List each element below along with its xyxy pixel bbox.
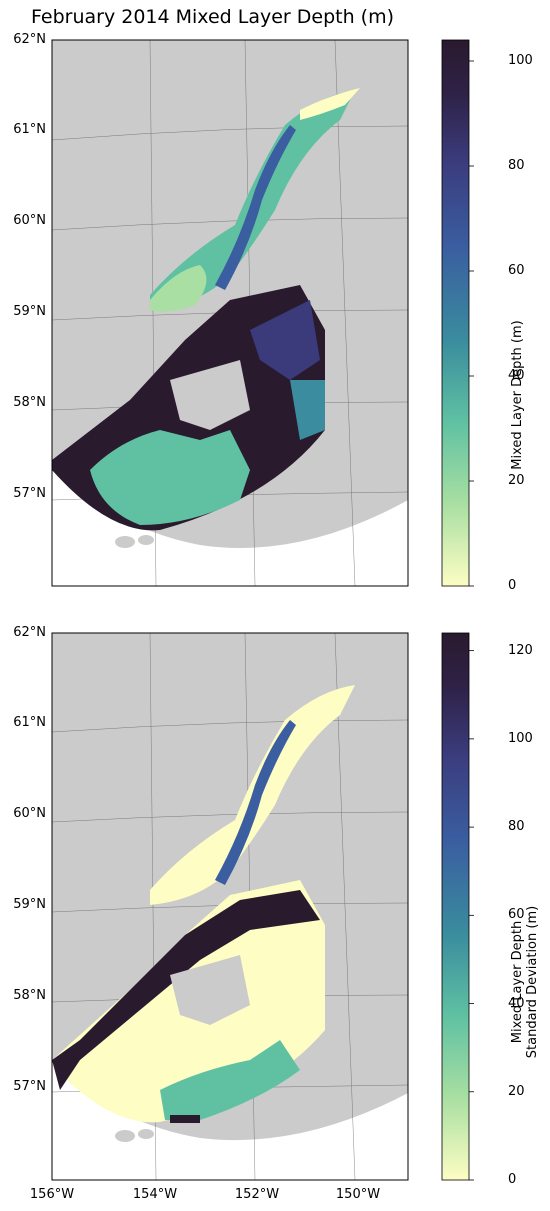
- std-field-inner: [170, 955, 250, 1025]
- lat-label: 61°N: [13, 715, 46, 730]
- inlet-channel: [215, 125, 296, 290]
- colorbar-tick-label: 80: [508, 158, 525, 173]
- lat-label: 62°N: [13, 32, 46, 47]
- island: [115, 1130, 135, 1142]
- colorbar-tick-label: 0: [508, 578, 517, 593]
- std-field-mid: [160, 1040, 300, 1120]
- colorbar-top: [441, 39, 470, 587]
- colorbar-tick-label: 100: [508, 53, 533, 68]
- inlet-channel: [215, 720, 296, 885]
- std-hotspot: [170, 1115, 200, 1123]
- map-frame: [51, 39, 409, 587]
- colorbar-tick-label: 20: [508, 473, 525, 488]
- lat-label: 57°N: [13, 486, 46, 501]
- lon-label: 154°W: [132, 1187, 178, 1202]
- lat-label: 60°N: [13, 213, 46, 228]
- colorbar-tick-label: 120: [508, 642, 533, 658]
- colorbar-tick-label: 40: [508, 995, 525, 1011]
- island: [115, 536, 135, 548]
- lat-label: 62°N: [13, 625, 46, 640]
- lat-label: 59°N: [13, 897, 46, 912]
- inlet-tip: [300, 88, 360, 120]
- ocean: [52, 470, 408, 586]
- mld-field-inner: [170, 360, 250, 430]
- lon-label: 150°W: [335, 1187, 381, 1202]
- colorbar-tick-label: 60: [508, 907, 525, 923]
- inlet-shelf: [150, 265, 207, 312]
- colorbar-tick-label: 40: [508, 368, 525, 383]
- lon-label: 152°W: [234, 1187, 280, 1202]
- lat-label: 60°N: [13, 806, 46, 821]
- figure-title: February 2014 Mixed Layer Depth (m): [31, 6, 395, 28]
- lon-label: 156°W: [29, 1187, 75, 1202]
- mld-field-east: [250, 300, 320, 380]
- colorbar-tick-label: 80: [508, 819, 525, 835]
- lat-label: 61°N: [13, 122, 46, 137]
- colorbar-bottom: [441, 632, 470, 1181]
- map-panel-top: [0, 0, 550, 600]
- colorbar-tick-label: 100: [508, 730, 533, 746]
- colorbar-tick-label: 20: [508, 1083, 525, 1099]
- lat-label: 59°N: [13, 304, 46, 319]
- lat-label: 57°N: [13, 1079, 46, 1094]
- mld-field-mid: [90, 430, 250, 525]
- map-frame: [51, 632, 409, 1181]
- mld-field-east2: [290, 380, 325, 440]
- ocean: [52, 1065, 408, 1180]
- lat-label: 58°N: [13, 395, 46, 410]
- map-top: [51, 39, 474, 587]
- colorbar-tick-label: 0: [508, 1172, 517, 1187]
- island: [138, 1129, 154, 1139]
- colorbar-tick-label: 60: [508, 263, 525, 278]
- island: [138, 535, 154, 545]
- colorbar-label-line: Mixed Layer Depth (m): [510, 320, 525, 470]
- lat-label: 58°N: [13, 988, 46, 1003]
- colorbar-label-line: Standard Deviation (m): [525, 905, 540, 1059]
- std-field-channel: [52, 890, 320, 1090]
